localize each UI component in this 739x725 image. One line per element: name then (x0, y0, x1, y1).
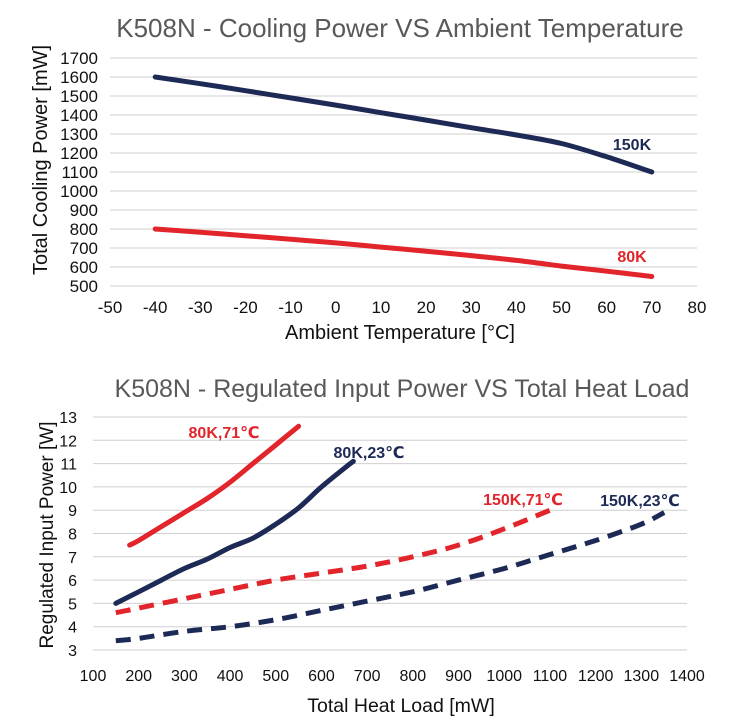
x-tick-label: 1000 (486, 668, 522, 685)
series-lines (152, 74, 655, 279)
x-tick-label: 1100 (533, 668, 568, 685)
chart-title: K508N - Regulated Input Power VS Total H… (115, 375, 690, 403)
x-tick-labels: 100 200 300 400 500 600 700 800 900 1000 1100 1200 1… (80, 668, 705, 685)
x-tick-label: 700 (354, 668, 381, 685)
x-axis-label: Total Heat Load [mW] (307, 695, 495, 717)
x-tick-label: -40 (143, 298, 168, 317)
x-tick-label: 200 (125, 668, 152, 685)
gridlines (110, 57, 697, 287)
y-tick-label: 1300 (60, 125, 98, 144)
x-tick-label: 40 (507, 298, 526, 317)
y-tick-label: 700 (70, 239, 98, 258)
x-tick-label: 30 (462, 298, 481, 317)
series-labels: 80K,71℃ 80K,23℃ 150K,71℃ 150K,23℃ (189, 425, 680, 510)
x-tick-label: -50 (98, 298, 123, 317)
x-tick-label: 60 (597, 298, 616, 317)
y-tick-labels: 3 4 5 6 7 8 9 10 11 12 13 (59, 410, 77, 660)
series-label: 150K (613, 137, 652, 154)
series-line-150k-71 (115, 507, 551, 616)
y-tick-label: 4 (68, 620, 77, 637)
y-tick-label: 1000 (60, 182, 98, 201)
y-tick-labels: 5006007008009001000110012001300140015001… (60, 49, 98, 296)
series-label: 80K,23℃ (334, 445, 405, 462)
y-tick-label: 1200 (60, 144, 98, 163)
series-line-150k-23 (115, 510, 666, 644)
x-tick-label: 1400 (669, 668, 705, 685)
y-tick-label: 7 (68, 550, 77, 567)
x-tick-label: 80 (688, 298, 707, 317)
y-tick-label: 1100 (61, 163, 98, 182)
gridlines (93, 416, 687, 651)
x-tick-label: 500 (262, 668, 289, 685)
input-power-chart: K508N - Regulated Input Power VS Total H… (37, 375, 705, 717)
series-line-80k-23 (113, 458, 356, 606)
y-tick-label: 3 (68, 643, 77, 660)
x-tick-label: -10 (278, 298, 303, 317)
y-tick-label: 1700 (60, 49, 98, 68)
x-tick-label: -20 (233, 298, 258, 317)
y-tick-label: 8 (68, 527, 77, 544)
x-tick-label: 800 (399, 668, 426, 685)
x-tick-label: 20 (417, 298, 436, 317)
x-axis-label: Ambient Temperature [°C] (285, 322, 515, 344)
x-tick-labels: -50 -40 -30 -20 -10 0 10 20 30 40 50 60 70 80 (98, 298, 707, 317)
y-tick-label: 12 (59, 433, 77, 450)
x-tick-label: 50 (552, 298, 571, 317)
series-lines (113, 423, 666, 644)
y-tick-label: 800 (70, 220, 98, 239)
x-tick-label: 400 (217, 668, 244, 685)
y-tick-label: 9 (68, 503, 77, 520)
series-line-80k-71 (127, 423, 302, 548)
y-tick-label: 900 (70, 201, 98, 220)
y-tick-label: 1500 (60, 87, 98, 106)
x-tick-label: 100 (80, 668, 107, 685)
x-tick-label: -30 (188, 298, 213, 317)
series-label: 150K,23℃ (600, 493, 680, 510)
y-tick-label: 1600 (60, 68, 98, 87)
series-label: 80K (617, 249, 647, 266)
x-tick-label: 300 (171, 668, 198, 685)
y-tick-label: 10 (59, 480, 77, 497)
y-tick-label: 6 (68, 573, 77, 590)
y-axis-label: Total Cooling Power [mW] (30, 45, 52, 275)
y-tick-label: 13 (59, 410, 77, 427)
x-tick-label: 1200 (578, 668, 614, 685)
y-axis-label: Regulated Input Power [W] (37, 421, 58, 648)
x-tick-label: 1300 (624, 668, 660, 685)
x-tick-label: 70 (642, 298, 661, 317)
series-label: 80K,71℃ (189, 425, 260, 442)
x-tick-label: 10 (371, 298, 390, 317)
series-label: 150K,71℃ (483, 492, 563, 509)
series-labels: 150K 80K (613, 137, 652, 266)
y-tick-label: 5 (68, 596, 77, 613)
y-tick-label: 500 (70, 277, 98, 296)
x-tick-label: 0 (331, 298, 340, 317)
x-tick-label: 600 (308, 668, 335, 685)
series-line-150k (152, 74, 655, 175)
x-tick-label: 900 (445, 668, 472, 685)
series-line-80k (152, 226, 655, 279)
y-tick-label: 11 (60, 457, 77, 474)
y-tick-label: 1400 (60, 106, 98, 125)
y-tick-label: 600 (70, 258, 98, 277)
chart-title: K508N - Cooling Power VS Ambient Tempera… (116, 13, 683, 43)
cooling-power-chart: K508N - Cooling Power VS Ambient Tempera… (30, 13, 706, 344)
